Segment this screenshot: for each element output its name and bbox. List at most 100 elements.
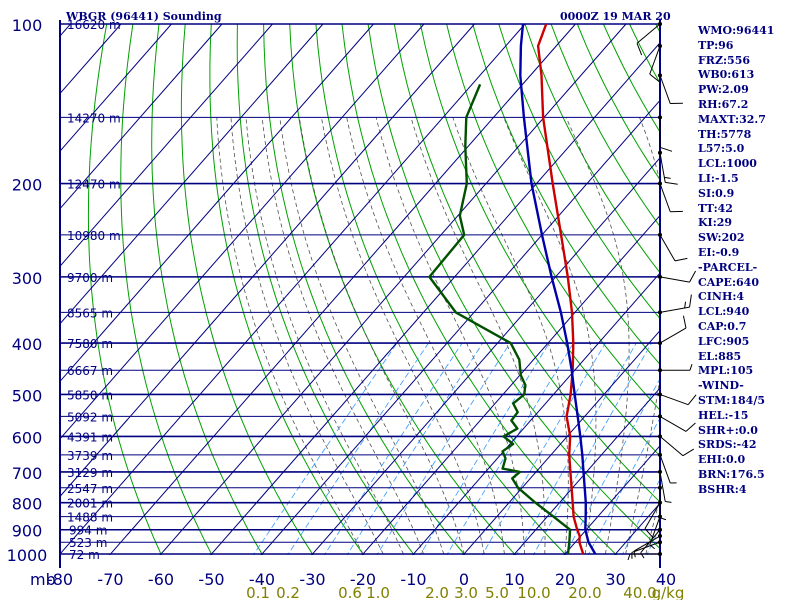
valid-time: 0000Z 19 MAR 20: [560, 10, 671, 23]
mixing-ratio-line: [587, 417, 660, 555]
wind-barb-base: [658, 368, 662, 373]
mixing-ratio-line: [564, 378, 660, 555]
temperature-tick-label: 0: [459, 570, 469, 589]
height-label: 2001 m: [67, 497, 113, 511]
dry-adiabat: [393, 23, 660, 503]
dry-adiabat: [498, 23, 660, 320]
wind-barb-base: [658, 232, 662, 237]
mixing-ratio-label: 5.0: [485, 584, 509, 600]
temperature-tick-label: -20: [350, 570, 376, 589]
mixing-ratio-label: 0.6: [338, 584, 362, 600]
temperature-tick-label: -40: [249, 570, 275, 589]
index-item: BRN:176.5: [698, 467, 765, 481]
wind-barb-staff: [659, 234, 676, 262]
height-label: 6667 m: [67, 364, 113, 378]
isotherm: [60, 23, 526, 555]
mixing-ratio-line: [376, 342, 511, 555]
isotherm: [60, 23, 374, 383]
index-item: RH:67.2: [698, 97, 749, 111]
dry-adiabat: [419, 23, 660, 457]
height-label: 4391 m: [67, 430, 113, 444]
index-item: WMO:96441: [698, 24, 775, 37]
mixing-ratio-label: 2.0: [425, 584, 449, 600]
index-item: KI:29: [698, 216, 733, 230]
isotherm: [60, 23, 425, 440]
wind-barb-staff: [659, 75, 671, 104]
dry-adiabat: [341, 23, 618, 555]
mixing-ratio-label: 1.0: [366, 584, 390, 600]
dewpoint-line: [428, 83, 572, 555]
dry-adiabat: [180, 23, 314, 555]
moist-adiabat: [321, 117, 485, 555]
wind-barb-half-flag: [665, 500, 672, 503]
pressure-tick-label: 700: [12, 464, 43, 483]
pressure-tick-label: 500: [12, 386, 43, 405]
wind-barb-base: [658, 434, 662, 439]
moist-adiabat: [625, 117, 660, 555]
moist-adiabat: [452, 117, 569, 555]
dry-adiabat: [315, 23, 567, 555]
moist-adiabat: [346, 117, 505, 555]
height-label: 12470 m: [67, 178, 121, 192]
wind-barb-half-flag: [664, 176, 671, 179]
wind-barb-flag: [659, 146, 673, 152]
height-label: 523 m: [69, 536, 107, 550]
wind-barb-staff: [659, 454, 671, 484]
wind-barb-staff: [649, 516, 661, 545]
dry-adiabat: [524, 23, 660, 274]
mixing-ratio-label: 40.0: [623, 584, 656, 600]
height-label: 9700 m: [67, 271, 113, 285]
moist-adiabat: [645, 496, 660, 555]
wind-barb-base: [658, 310, 662, 315]
wind-barb-base: [658, 552, 662, 556]
index-item: STM:184/5: [698, 393, 765, 407]
index-item: SW:202: [698, 231, 745, 245]
temperature-tick-label: -30: [299, 570, 325, 589]
mixing-ratio-line: [252, 342, 398, 555]
wind-barb-base: [658, 392, 662, 397]
temperature-tick-label: -60: [148, 570, 174, 589]
wind-barb-half-flag: [684, 301, 687, 309]
wind-barb-flag: [689, 270, 697, 283]
temperature-tick-label: -70: [97, 570, 123, 589]
dry-adiabat: [209, 23, 365, 555]
wind-barb-flag: [636, 43, 643, 56]
index-item: SHR+:0.0: [698, 423, 758, 437]
wind-barb-half-flag: [659, 517, 667, 521]
index-item: EI:-0.9: [698, 245, 740, 259]
wind-barb-base: [658, 485, 662, 490]
wind-barb-staff: [659, 276, 690, 283]
mixing-ratio-label: 10.0: [517, 584, 550, 600]
isotherm: [108, 23, 576, 555]
isotherm: [563, 444, 660, 555]
wind-barb-staff: [659, 436, 684, 457]
isotherms: [60, 23, 660, 555]
wind-barb-base: [658, 469, 662, 474]
temperature-line: [536, 23, 585, 555]
moist-adiabats: [216, 117, 660, 555]
index-item: SI:0.9: [698, 186, 735, 200]
moist-adiabat: [230, 117, 384, 555]
moist-adiabat: [216, 117, 364, 555]
index-item: WB0:613: [698, 68, 755, 82]
station-title: WBGR (96441) Sounding: [66, 10, 222, 23]
mixing-ratio-line: [533, 342, 652, 555]
wind-barb-staff: [636, 23, 661, 44]
mixing-ratio-line: [446, 342, 574, 555]
moist-adiabat: [261, 117, 424, 555]
wind-barb-base: [658, 43, 662, 48]
index-item: MAXT:32.7: [698, 112, 766, 126]
wind-barb-base: [658, 274, 662, 279]
wind-barb-half-flag: [689, 364, 693, 371]
wind-barb-half-flag: [633, 550, 636, 558]
index-item: EHI:0.0: [698, 453, 746, 467]
dry-adiabat: [236, 23, 415, 555]
moist-adiabat: [375, 117, 525, 555]
index-item: CAP:0.7: [698, 319, 747, 333]
wind-barb-flag: [687, 394, 697, 406]
index-item: PW:2.09: [698, 83, 749, 97]
isotherm: [411, 272, 660, 555]
pressure-tick-label: 600: [12, 428, 43, 447]
pressure-tick-label: 100: [12, 16, 43, 35]
